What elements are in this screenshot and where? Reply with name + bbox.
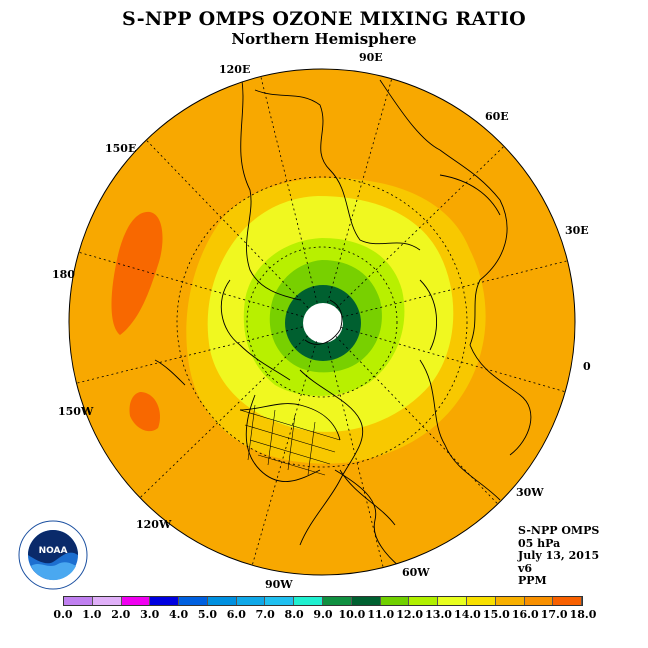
colorbar-tick-label: 16.0 [511, 608, 539, 621]
colorbar-tick-label: 5.0 [197, 608, 218, 621]
info-units: PPM [518, 574, 547, 587]
colorbar-tick-label: 12.0 [396, 608, 424, 621]
map-boundary [68, 68, 576, 576]
colorbar-swatch [207, 597, 237, 605]
lon-label-150e: 150E [105, 142, 137, 155]
meridian-line [139, 335, 308, 499]
colorbar-swatch [121, 597, 151, 605]
colorbar-tick-label: 10.0 [338, 608, 366, 621]
colorbar-tick-label: 4.0 [168, 608, 189, 621]
map-subtitle: Northern Hemisphere [231, 30, 417, 48]
meridian-line [341, 327, 566, 393]
colorbar-tick-label: 14.0 [454, 608, 481, 621]
colorbar-swatch [179, 597, 208, 605]
info-instrument: S-NPP OMPS [518, 524, 600, 537]
colorbar-swatch [294, 597, 324, 605]
colorbar-swatch [409, 597, 439, 605]
lon-label-90e: 90E [359, 51, 383, 64]
colorbar-tick-label: 15.0 [482, 608, 510, 621]
colorbar-swatch [466, 597, 496, 605]
colorbar-swatch [351, 597, 381, 605]
lon-label-0: 0 [583, 360, 591, 373]
colorbar-tick-label: 0.0 [53, 608, 73, 621]
info-date: July 13, 2015 [518, 549, 600, 562]
meridian-line [336, 145, 505, 309]
meridians [76, 76, 568, 568]
meridian-line [335, 336, 499, 505]
colorbar-tick-label: 13.0 [425, 608, 452, 621]
graticule [176, 176, 468, 468]
meridian-line [78, 251, 303, 317]
coastlines [154, 69, 532, 575]
colorbar-swatch [236, 597, 266, 605]
colorbar-swatch [495, 597, 525, 605]
lon-label-120w: 120W [136, 518, 172, 531]
colorbar [63, 596, 583, 606]
meridian-line [76, 326, 303, 384]
info-version: v6 [518, 561, 533, 575]
colorbar-swatch [438, 597, 467, 605]
colorbar-tick-label: 6.0 [226, 608, 246, 621]
lon-label-30e: 30E [565, 224, 589, 237]
colorbar-ticks: 0.0 1.0 2.0 3.0 4.0 5.0 6.0 7.0 8.0 9.0 10.0 11.0 12… [53, 608, 596, 622]
info-block: S-NPP OMPS 05 hPa July 13, 2015 v6 PPM [518, 524, 600, 588]
svg-text:NOAA: NOAA [39, 546, 68, 556]
lon-label-90w: 90W [265, 578, 293, 591]
map-title: S-NPP OMPS OZONE MIXING RATIO [121, 8, 527, 30]
colorbar-swatch [524, 597, 554, 605]
meridian-line [260, 76, 318, 303]
colorbar-swatch [64, 597, 93, 605]
colorbar-tick-label: 9.0 [313, 608, 333, 621]
colorbar-tick-label: 1.0 [82, 608, 102, 621]
lon-label-60e: 60E [485, 110, 509, 123]
lon-label-60w: 60W [402, 566, 430, 579]
lon-label-150w: 150W [58, 405, 94, 418]
colorbar-swatch [553, 597, 583, 605]
info-level: 05 hPa [518, 536, 561, 550]
colorbar-swatch [265, 597, 295, 605]
colorbar-tick-label: 11.0 [367, 608, 395, 621]
colorbar-tick-label: 18.0 [569, 608, 597, 621]
colorbar-tick-label: 8.0 [284, 608, 304, 621]
meridian-line [341, 260, 568, 318]
meridian-line [327, 78, 393, 303]
colorbar-tick-label: 17.0 [540, 608, 568, 621]
colorbar-tick-label: 2.0 [111, 608, 131, 621]
colorbar-swatch [380, 597, 410, 605]
lon-label-180: 180 [52, 268, 75, 281]
colorbar-tick-label: 3.0 [140, 608, 160, 621]
colorbar-swatch [150, 597, 180, 605]
colorbar-tick-label: 7.0 [255, 608, 275, 621]
colorbar-swatch [323, 597, 352, 605]
lon-label-120e: 120E [219, 63, 251, 76]
ozone-patch-high-2 [129, 392, 160, 432]
meridian-line [251, 341, 317, 566]
colorbar-swatch [92, 597, 122, 605]
meridian-line [145, 139, 309, 308]
lon-label-30w: 30W [516, 486, 544, 499]
meridian-line [326, 341, 384, 568]
noaa-logo: NOAA [18, 520, 88, 590]
ozone-patch-high-1 [111, 211, 163, 335]
polar-data-gap [303, 303, 343, 343]
